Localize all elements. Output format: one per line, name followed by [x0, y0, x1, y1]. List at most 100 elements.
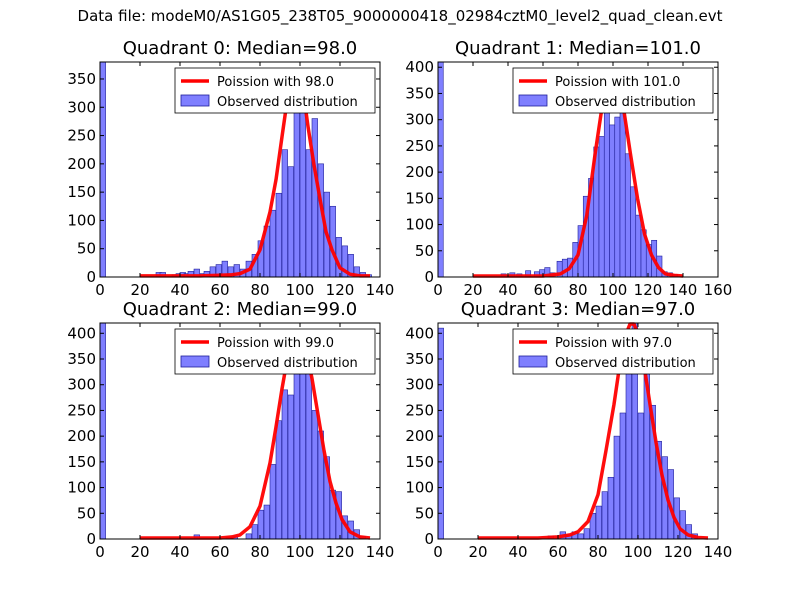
- x-tick-label: 40: [170, 543, 189, 561]
- legend-poisson-label: Poission with 98.0: [217, 75, 334, 90]
- x-tick-label: 60: [210, 543, 229, 561]
- histogram-bar: [577, 533, 584, 540]
- y-tick-label: 100: [67, 211, 96, 229]
- x-tick-label: 0: [433, 543, 443, 561]
- histogram-bar: [263, 504, 270, 540]
- x-tick-label: 120: [326, 281, 355, 299]
- x-tick-label: 0: [95, 543, 105, 561]
- histogram-bar: [293, 368, 300, 540]
- y-tick-label: 200: [405, 427, 434, 445]
- x-tick-label: 120: [664, 543, 693, 561]
- x-tick-label: 140: [669, 281, 698, 299]
- y-tick-label: 300: [405, 376, 434, 394]
- y-tick-label: 200: [405, 163, 434, 181]
- x-tick-label: 100: [286, 281, 315, 299]
- quadrant-1-panel: 0 20 40 60 80 100 120 140 160 0 50 100 150 200 250 300 3…: [405, 38, 732, 299]
- x-tick-label: 120: [634, 281, 663, 299]
- figure-title: Data file: modeM0/AS1G05_238T05_90000004…: [77, 7, 723, 25]
- y-tick-label: 100: [405, 216, 434, 234]
- quadrant-3-panel: 0 20 40 60 80 100 120 140 0 50 100 150 200 250 300 350 4…: [405, 299, 732, 561]
- legend-bar-swatch: [180, 94, 210, 107]
- histogram-bar: [437, 61, 444, 278]
- histogram-bar: [624, 153, 631, 278]
- histogram-bar: [583, 528, 590, 540]
- axes-frame: [99, 322, 381, 540]
- legend-observed-label: Observed distribution: [555, 95, 696, 110]
- y-tick-label: 350: [67, 350, 96, 368]
- y-tick-label: 100: [405, 479, 434, 497]
- y-tick-label: 400: [67, 324, 96, 342]
- y-tick-label: 350: [405, 84, 434, 102]
- histogram-bar: [245, 533, 252, 540]
- x-tick-label: 80: [588, 543, 607, 561]
- histogram-bar: [269, 464, 276, 540]
- legend-bar-swatch: [518, 94, 548, 107]
- poisson-curve: [478, 322, 709, 540]
- quadrant-0-panel: 0 20 40 60 80 100 120 140 0 50 100 150 200 250 300 350 Q…: [67, 38, 394, 299]
- histogram-bar: [635, 214, 642, 278]
- y-tick-label: 300: [67, 98, 96, 116]
- legend-observed-label: Observed distribution: [217, 356, 358, 371]
- y-tick-label: 0: [86, 268, 96, 286]
- y-tick-label: 250: [67, 127, 96, 145]
- x-tick-label: 40: [498, 281, 517, 299]
- x-tick-label: 0: [95, 281, 105, 299]
- y-tick-label: 0: [86, 530, 96, 548]
- y-tick-label: 50: [77, 504, 96, 522]
- histogram-bar: [311, 118, 318, 278]
- histogram-bar: [679, 510, 686, 540]
- y-tick-label: 200: [67, 155, 96, 173]
- x-tick-label: 20: [130, 543, 149, 561]
- y-tick-label: 0: [424, 530, 434, 548]
- histogram-bar: [251, 524, 258, 540]
- quadrant-2-panel: 0 20 40 60 80 100 120 140 0 50 100 150 200 250 300 350 4…: [67, 299, 394, 561]
- x-tick-label: 20: [468, 543, 487, 561]
- y-tick-label: 350: [405, 350, 434, 368]
- x-tick-label: 60: [210, 281, 229, 299]
- histogram-bar: [287, 166, 294, 278]
- x-tick-label: 140: [366, 543, 395, 561]
- histogram-bar: [595, 505, 602, 540]
- panel-title: Quadrant 0: Median=98.0: [123, 38, 358, 59]
- x-tick-label: 160: [704, 281, 733, 299]
- x-tick-label: 80: [250, 543, 269, 561]
- histogram-bar: [275, 192, 282, 278]
- histogram-bar: [99, 61, 106, 278]
- histogram-bar: [607, 476, 614, 540]
- y-tick-label: 400: [405, 58, 434, 76]
- histogram-bar: [603, 101, 610, 278]
- y-tick-label: 400: [405, 324, 434, 342]
- legend-observed-label: Observed distribution: [217, 95, 358, 110]
- x-tick-label: 20: [463, 281, 482, 299]
- histogram-bar: [637, 412, 644, 540]
- histogram-bar: [281, 149, 288, 278]
- axes-frame: [99, 61, 381, 278]
- legend-poisson-label: Poission with 101.0: [555, 75, 680, 90]
- y-tick-label: 50: [415, 504, 434, 522]
- x-tick-label: 60: [533, 281, 552, 299]
- y-tick-label: 50: [77, 240, 96, 258]
- histogram-bar: [437, 327, 444, 540]
- y-tick-label: 250: [405, 137, 434, 155]
- histogram-bar: [287, 394, 294, 540]
- legend-observed-label: Observed distribution: [555, 356, 696, 371]
- histogram-bar: [614, 116, 621, 278]
- y-tick-label: 150: [67, 183, 96, 201]
- y-tick-label: 200: [67, 427, 96, 445]
- histogram-bar: [257, 509, 264, 540]
- y-tick-label: 150: [405, 189, 434, 207]
- axes-frame: [437, 322, 719, 540]
- y-tick-label: 150: [405, 453, 434, 471]
- histogram-bar: [630, 186, 637, 278]
- x-tick-label: 140: [366, 281, 395, 299]
- histogram-bar: [299, 95, 306, 278]
- histogram-bar: [601, 491, 608, 540]
- panel-title: Quadrant 2: Median=99.0: [123, 299, 358, 320]
- y-tick-label: 250: [405, 401, 434, 419]
- panel-title: Quadrant 3: Median=97.0: [461, 299, 696, 320]
- histogram-bar: [305, 149, 312, 278]
- y-tick-label: 100: [67, 479, 96, 497]
- legend-poisson-label: Poission with 99.0: [217, 336, 334, 351]
